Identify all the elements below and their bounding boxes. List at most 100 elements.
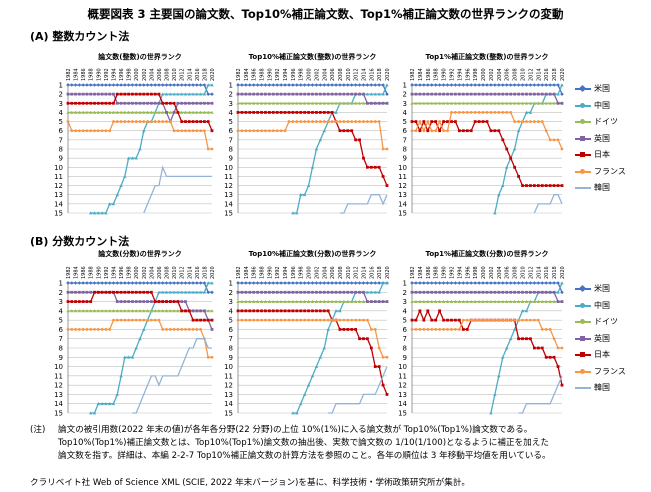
data-point (96, 281, 101, 285)
data-point (180, 328, 184, 331)
data-point (426, 328, 430, 331)
data-point (516, 101, 521, 105)
data-point (295, 111, 299, 114)
y-tick-label: 14 (224, 400, 233, 408)
data-point (485, 120, 489, 123)
data-point (283, 281, 287, 285)
data-point (346, 129, 350, 133)
legend-item: 中国 (575, 100, 651, 112)
data-point (528, 101, 533, 105)
data-point (505, 111, 509, 114)
data-point (259, 101, 264, 105)
data-point (461, 328, 465, 331)
data-point (489, 411, 493, 415)
data-point (461, 83, 466, 87)
data-point (358, 120, 361, 123)
data-point (414, 120, 418, 123)
y-tick-label: 7 (403, 136, 407, 144)
data-point (552, 184, 556, 187)
data-point (112, 120, 115, 123)
data-point (560, 101, 564, 105)
x-tick-label: 2014 (361, 68, 367, 81)
x-tick-label: 2016 (544, 68, 550, 81)
data-point (145, 309, 150, 313)
data-point (77, 129, 81, 133)
data-point (485, 281, 489, 285)
data-point (434, 318, 438, 322)
y-tick-label: 1 (229, 280, 233, 288)
x-tick-label: 1990 (442, 266, 448, 279)
chart-title: 論文数(分数)の世界ランク (98, 249, 181, 258)
data-point (176, 281, 180, 285)
data-point (358, 290, 361, 294)
data-point (115, 318, 119, 322)
data-point (426, 129, 430, 133)
data-point (434, 129, 438, 133)
x-tick-label: 1986 (81, 266, 87, 279)
data-point (330, 299, 334, 303)
data-point (334, 120, 338, 123)
data-point (306, 101, 311, 105)
data-point (70, 300, 74, 303)
data-point (529, 290, 532, 294)
data-point (291, 111, 295, 114)
notes-line: 論文の被引用数(2022 年末の値)が各年各分野(22 分野)の上位 10%(1… (58, 425, 533, 435)
data-point (206, 355, 210, 359)
data-point (441, 281, 446, 285)
data-point (373, 92, 377, 96)
data-point (81, 309, 85, 313)
series-英国 (236, 290, 389, 303)
data-point (469, 318, 473, 322)
data-point (172, 328, 176, 331)
x-tick-label: 1994 (457, 266, 463, 279)
legend-marker (580, 135, 585, 141)
data-point (422, 83, 426, 87)
data-point (552, 101, 556, 105)
data-point (279, 299, 283, 303)
data-point (145, 83, 150, 87)
data-point (283, 92, 287, 96)
data-point (525, 184, 528, 187)
data-point (505, 165, 509, 169)
series-日本 (66, 92, 214, 133)
data-point (548, 281, 552, 285)
data-point (74, 290, 77, 294)
data-point (560, 300, 564, 303)
data-point (536, 92, 540, 96)
data-point (560, 346, 564, 350)
x-tick-label: 1998 (299, 68, 305, 81)
data-point (493, 83, 497, 87)
data-point (450, 92, 453, 96)
data-point (512, 299, 517, 303)
x-tick-label: 1984 (74, 266, 80, 279)
data-point (206, 309, 210, 313)
data-point (275, 281, 280, 285)
data-point (381, 383, 385, 387)
data-point (377, 92, 381, 96)
data-point (450, 318, 453, 322)
series-line (518, 375, 563, 414)
data-point (138, 281, 142, 285)
x-tick-label: 1992 (449, 266, 455, 279)
data-point (172, 309, 176, 313)
data-point (322, 101, 326, 105)
data-point (203, 309, 206, 313)
data-point (540, 299, 544, 303)
data-point (115, 309, 119, 313)
data-point (536, 101, 541, 105)
data-point (172, 300, 176, 303)
chart-panel: Top10%補正論文数(分数)の世界ランク1234567891011121314… (224, 249, 391, 418)
data-point (377, 120, 381, 123)
data-point (172, 83, 176, 87)
data-point (153, 300, 157, 303)
x-tick-label: 1984 (74, 68, 80, 81)
data-point (326, 309, 330, 313)
data-point (350, 290, 354, 294)
data-point (203, 129, 206, 133)
data-point (556, 92, 560, 96)
data-point (195, 92, 199, 96)
data-point (311, 318, 314, 322)
data-point (540, 328, 544, 331)
data-point (142, 92, 146, 96)
data-point (318, 92, 322, 96)
